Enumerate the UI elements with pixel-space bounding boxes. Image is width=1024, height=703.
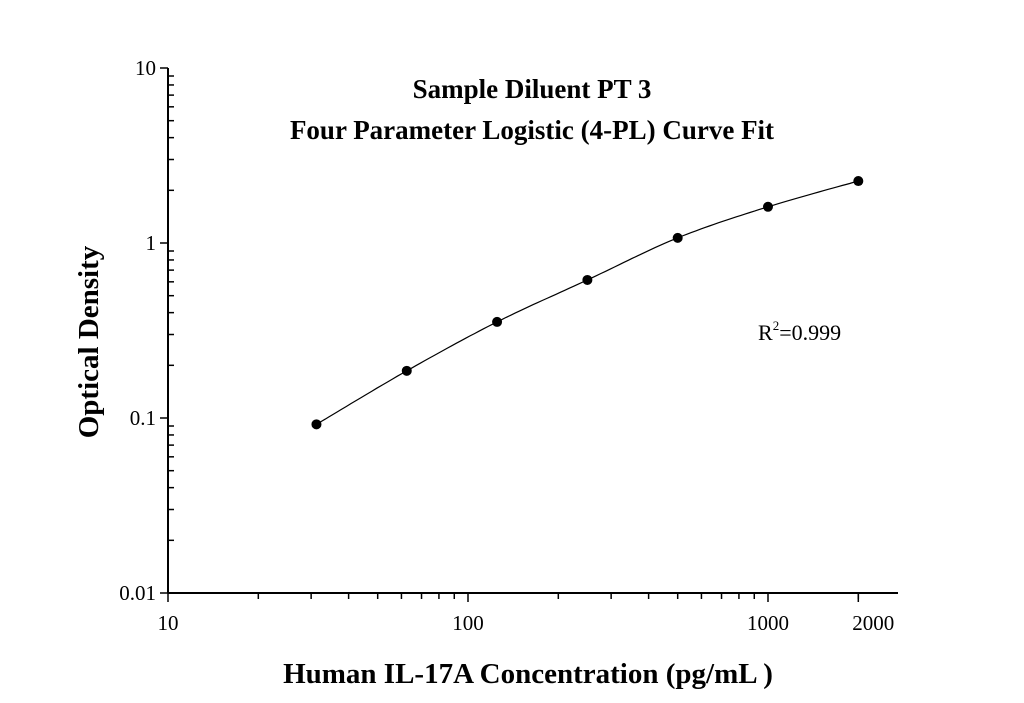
data-point: [401, 365, 412, 376]
data-point: [492, 316, 503, 327]
r-label: R: [758, 320, 773, 345]
y-axis-label: Optical Density: [73, 245, 105, 438]
y-tick-label: 0.1: [130, 406, 156, 430]
data-point: [763, 201, 773, 212]
data-point: [582, 274, 593, 285]
x-tick-label: 100: [452, 611, 484, 635]
x-tick-label: 2000: [852, 611, 894, 635]
data-point: [311, 419, 322, 430]
chart-title-line-2: Four Parameter Logistic (4-PL) Curve Fit: [290, 115, 774, 145]
r-superscript: 2: [773, 318, 780, 333]
y-tick-label: 0.01: [119, 581, 156, 605]
y-tick-label: 1: [146, 231, 157, 255]
fit-curve: [316, 180, 859, 425]
data-point: [853, 176, 864, 187]
r-value: =0.999: [779, 320, 841, 345]
chart-title-line-1: Sample Diluent PT 3: [413, 74, 652, 104]
y-tick-label: 10: [135, 56, 156, 80]
x-tick-label: 1000: [747, 611, 789, 635]
x-axis-label: Human IL-17A Concentration (pg/mL ): [283, 658, 773, 690]
x-tick-label: 10: [158, 611, 179, 635]
r-squared-annotation: R2=0.999: [758, 318, 841, 345]
data-point: [672, 232, 683, 243]
